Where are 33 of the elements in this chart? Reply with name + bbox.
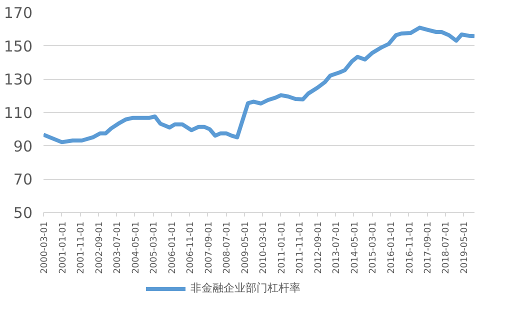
- x-tick-label: 2010-03-01: [259, 221, 270, 274]
- x-tick-label: 2013-07-01: [332, 221, 342, 274]
- y-tick-label: 150: [4, 37, 33, 56]
- x-tick-label: 2000-03-01: [40, 221, 50, 274]
- x-tick-label: 2001-01-01: [58, 221, 68, 274]
- x-tick-label: 2011-01-01: [277, 221, 288, 274]
- x-tick-label: 2016-11-01: [405, 221, 416, 274]
- x-tick-label: 2008-07-01: [222, 221, 233, 274]
- y-tick-label: 70: [13, 170, 33, 189]
- x-tick-label: 2017-09-01: [424, 221, 434, 274]
- x-tick-label: 2011-11-01: [296, 221, 306, 274]
- x-tick-label: 2005-03-01: [150, 221, 160, 274]
- legend-label: 非金融企业部门杠杆率: [190, 280, 300, 296]
- x-tick-label: 2014-05-01: [350, 221, 360, 274]
- y-tick-label: 130: [4, 70, 33, 89]
- x-tick-label: 2012-09-01: [314, 221, 324, 274]
- x-tick-label: 2001-11-01: [76, 221, 87, 274]
- x-tick-label: 2009-05-01: [240, 221, 251, 274]
- x-tick-label: 2006-01-01: [168, 221, 178, 274]
- y-tick-label: 90: [13, 137, 33, 156]
- x-tick-label: 2004-05-01: [131, 221, 142, 274]
- x-tick-label: 2007-09-01: [204, 221, 214, 274]
- y-tick-label: 50: [13, 204, 33, 222]
- x-tick-label: 2002-09-01: [94, 221, 105, 274]
- line-series: [44, 26, 474, 144]
- x-tick-label: 2006-11-01: [186, 221, 196, 274]
- x-tick-label: 2003-07-01: [113, 221, 124, 274]
- x-tick-label: 2015-03-01: [368, 221, 379, 274]
- x-tick-label: 2019-05-01: [460, 221, 470, 274]
- y-tick-label: 170: [4, 4, 33, 22]
- x-tick-label: 2016-01-01: [387, 221, 398, 274]
- x-tick-label: 2018-07-01: [442, 221, 452, 274]
- y-tick-label: 110: [4, 104, 33, 122]
